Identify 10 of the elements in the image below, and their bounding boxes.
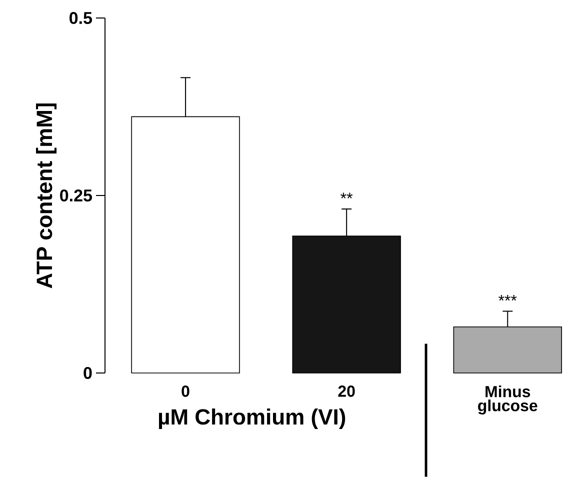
x-axis-title: µM Chromium (VI) — [158, 408, 346, 430]
x-tick-label: Minus glucose — [478, 386, 538, 414]
y-tick-label: 0.5 — [70, 12, 92, 24]
x-tick-label: 0 — [182, 386, 190, 397]
x-tick-label: 20 — [338, 386, 355, 397]
annotation: *** — [498, 295, 517, 301]
y-tick-label: 0.25 — [60, 189, 92, 202]
annotation: ** — [340, 192, 353, 198]
y-axis-title: ATP content [mM] — [36, 103, 57, 288]
y-tick-label: 0 — [84, 366, 92, 380]
